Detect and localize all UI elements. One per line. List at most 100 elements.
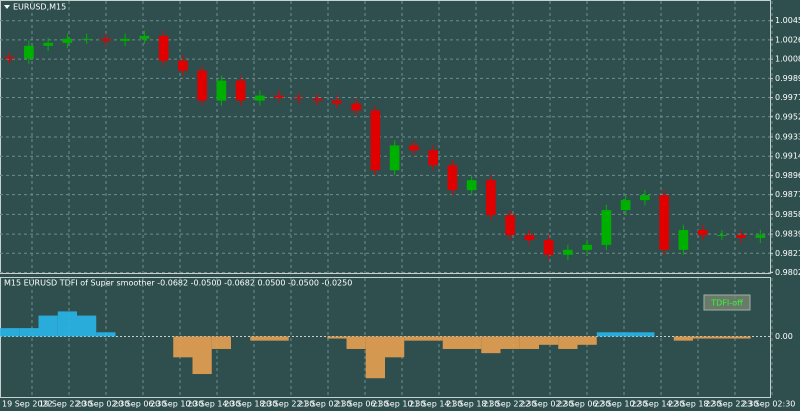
time-label: 22 Sep 06:30 — [557, 400, 610, 409]
histogram-bar — [481, 336, 501, 354]
y-tick-label: 0.99145 — [775, 152, 800, 161]
histogram-bar — [404, 336, 424, 341]
candle-body — [255, 95, 265, 101]
candle-body — [659, 195, 669, 250]
histogram-bar — [693, 336, 713, 339]
histogram-bar — [577, 336, 597, 345]
candle-body — [293, 97, 304, 99]
time-label: 20 Sep 06:30 — [113, 400, 166, 409]
y-tick-label: 0.00 — [775, 332, 793, 341]
time-label: 20 Sep 10:30 — [150, 400, 203, 409]
y-tick-label: 1.00450 — [775, 16, 800, 25]
candle-body — [139, 35, 150, 39]
time-label: 21 Sep 10:30 — [372, 400, 425, 409]
y-tick-label: 0.99895 — [775, 74, 800, 83]
candle-body — [466, 180, 477, 191]
candle-body — [409, 145, 419, 151]
time-label: 23 Sep 02:30 — [742, 400, 795, 409]
candle-body — [62, 38, 73, 43]
candle-body — [524, 235, 535, 240]
histogram-bar — [346, 336, 366, 349]
histogram-bar — [539, 336, 559, 345]
time-label: 22 Sep 14:30 — [631, 400, 684, 409]
candle-body — [563, 249, 573, 255]
time-label: 20 Sep 18:30 — [224, 400, 277, 409]
menu-arrow[interactable] — [4, 5, 10, 9]
candle-body — [4, 57, 15, 59]
candle-body — [158, 35, 169, 61]
time-label: 21 Sep 18:30 — [446, 400, 499, 409]
candle-body — [81, 38, 92, 40]
candle-body — [601, 210, 612, 245]
candle-body — [43, 42, 53, 46]
time-label: 19 Sep 22:30 — [39, 400, 92, 409]
time-label: 22 Sep 22:30 — [705, 400, 758, 409]
candle-body — [351, 103, 361, 111]
candle-body — [120, 38, 130, 41]
tdfi-button-label[interactable]: TDFI-off — [710, 299, 743, 308]
histogram-bar — [500, 336, 520, 349]
time-label: 22 Sep 02:30 — [520, 400, 573, 409]
candle-body — [697, 230, 708, 236]
histogram-bar — [38, 315, 58, 337]
histogram-bar — [77, 315, 97, 337]
candle-body — [717, 235, 727, 237]
time-label: 20 Sep 22:30 — [261, 400, 314, 409]
y-tick-label: 0.98395 — [775, 230, 800, 239]
indicator-frame — [0, 277, 771, 398]
candle-body — [274, 95, 284, 98]
histogram-bar — [462, 336, 482, 349]
histogram-bar — [423, 336, 443, 341]
y-tick-label: 0.98960 — [775, 171, 800, 180]
y-tick-label: 0.98210 — [775, 249, 800, 258]
histogram-bar — [211, 336, 231, 349]
candle-body — [640, 195, 650, 201]
time-label: 20 Sep 02:30 — [76, 400, 129, 409]
histogram-bar — [19, 328, 39, 337]
candle-body — [447, 165, 458, 191]
histogram-bar — [96, 332, 116, 337]
histogram-bar — [558, 336, 578, 349]
y-tick-label: 1.00080 — [775, 55, 800, 64]
indicator-title: M15 EURUSD TDFI of Super smoother -0.068… — [4, 279, 352, 288]
histogram-bar — [250, 336, 270, 341]
y-tick-label: 0.98585 — [775, 210, 800, 219]
histogram-bar — [616, 332, 636, 337]
candle-body — [178, 60, 188, 71]
histogram-bar — [327, 336, 347, 339]
candle-body — [678, 230, 689, 250]
time-label: 21 Sep 22:30 — [483, 400, 536, 409]
y-tick-label: 0.98025 — [775, 268, 800, 277]
y-tick-label: 0.98775 — [775, 190, 800, 199]
candle-body — [197, 70, 207, 101]
tdfi-button[interactable] — [703, 294, 751, 311]
histogram-bar — [192, 336, 212, 375]
candle-body — [755, 235, 766, 238]
histogram-bar — [596, 332, 616, 337]
candle-body — [486, 180, 496, 216]
histogram-bar — [519, 336, 539, 349]
time-label: 20 Sep 14:30 — [187, 400, 240, 409]
y-tick-label: 0.99525 — [775, 112, 800, 121]
candle-body — [370, 110, 381, 171]
candle-body — [736, 235, 746, 238]
histogram-bar — [269, 336, 289, 341]
candle-body — [620, 200, 631, 211]
candle-body — [543, 239, 554, 255]
candle-body — [235, 80, 246, 101]
y-tick-label: 0.99330 — [775, 133, 800, 142]
candle-body — [312, 98, 323, 101]
y-tick-label: 1.00265 — [775, 35, 800, 44]
candle-body — [582, 244, 592, 250]
histogram-bar — [731, 336, 751, 339]
time-label: 21 Sep 02:30 — [298, 400, 351, 409]
candle-body — [332, 100, 342, 104]
time-label: 22 Sep 10:30 — [594, 400, 647, 409]
candle-body — [389, 145, 400, 171]
y-tick-label: 0.99710 — [775, 93, 800, 102]
time-label: 21 Sep 06:30 — [335, 400, 388, 409]
chart-title: EURUSD,M15 — [13, 3, 66, 12]
histogram-bar — [365, 336, 385, 379]
histogram-bar — [173, 336, 193, 358]
